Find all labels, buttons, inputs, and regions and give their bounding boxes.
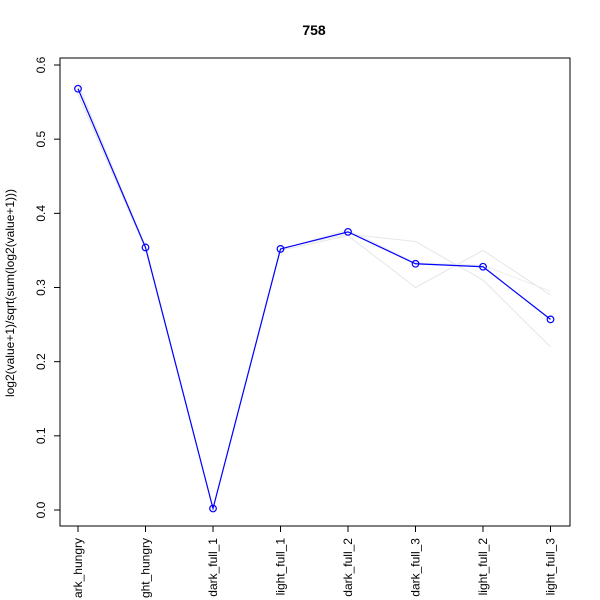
data-point-light_full_1 [276,245,285,253]
background-series-line-1 [77,83,551,511]
data-point-light_full_3 [546,315,555,324]
y-axis-title: log2(value+1)/sqrt(sum(log2(value+1))) [3,189,17,397]
data-point-dark_full_1 [209,504,217,513]
x-tick-label: ark_hungry [71,538,85,598]
y-tick-label: 0.1 [34,427,48,444]
data-point-dark_hungry [74,84,82,93]
data-point-dark_full_2 [344,227,352,236]
y-tick-label: 0.5 [34,131,48,148]
background-series-lines [77,83,551,511]
background-series-line-2 [77,94,551,511]
series-line [77,88,551,511]
y-tick-label: 0.6 [34,56,48,73]
y-tick-label: 0.3 [34,279,48,296]
y-tick-label: 0.0 [34,501,48,518]
background-series-line-3 [77,87,551,511]
data-point-light_full_2 [479,262,487,271]
chart-title: 758 [302,22,326,38]
x-tick-label: dark_full_2 [341,538,355,597]
plot-frame [59,57,571,527]
y-tick-label: 0.2 [34,353,48,370]
x-axis: ark_hungry ght_hungry dark_full_1 light_ful… [71,526,558,598]
main-series [74,84,555,513]
x-tick-label: light_full_1 [274,538,288,596]
x-tick-label: ght_hungry [139,538,153,598]
data-point-light_hungry [141,243,150,252]
x-tick-label: light_full_2 [476,538,490,596]
data-point-dark_full_3 [411,259,420,268]
x-tick-label: dark_full_3 [409,538,423,597]
x-tick-label: light_full_3 [544,538,558,596]
y-axis: 0.0 0.1 0.2 0.3 0.4 0.5 0.6 [34,56,60,518]
y-tick-label: 0.4 [34,205,48,222]
x-tick-label: dark_full_1 [206,538,220,597]
